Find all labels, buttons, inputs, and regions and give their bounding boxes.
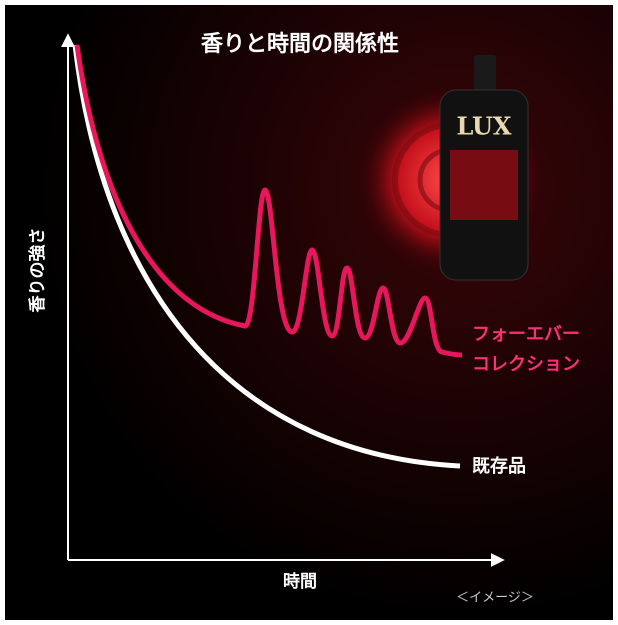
forever-curve [74,44,463,358]
x-axis-label: 時間 [283,571,317,592]
product-image: LUX [355,55,545,281]
note: ＜イメージ＞ [456,591,534,606]
forever-label: コレクション [472,354,580,375]
brand: LUX [456,112,511,141]
y-axis-label: 香りの強さ [27,228,48,313]
forever-label: フォーエバー [472,324,580,345]
existing-label: 既存品 [472,455,526,477]
bottle-label [450,150,518,220]
title: 香りと時間の関係性 [201,32,399,57]
bottle-neck [474,55,496,95]
existing-curve [72,44,461,469]
